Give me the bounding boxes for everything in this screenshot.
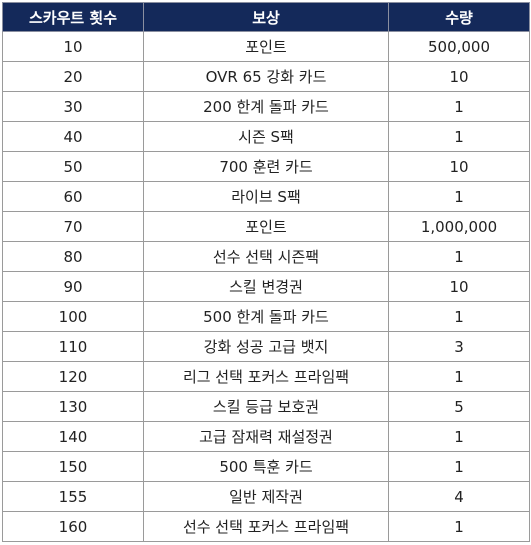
quantity-cell: 10 <box>388 271 530 302</box>
quantity-cell: 10 <box>388 151 530 182</box>
reward-cell: 스킬 등급 보호권 <box>143 391 389 422</box>
quantity-cell: 1 <box>388 361 530 392</box>
scout-count-cell: 40 <box>2 121 144 152</box>
table-row: 30 200 한계 돌파 카드 1 <box>2 91 530 122</box>
reward-cell: 포인트 <box>143 31 389 62</box>
scout-count-cell: 50 <box>2 151 144 182</box>
table-row: 90 스킬 변경권 10 <box>2 271 530 302</box>
scout-count-cell: 130 <box>2 391 144 422</box>
table-row: 110 강화 성공 고급 뱃지 3 <box>2 331 530 362</box>
quantity-cell: 1 <box>388 241 530 272</box>
scout-count-cell: 140 <box>2 421 144 452</box>
table-row: 155 일반 제작권 4 <box>2 481 530 512</box>
reward-cell: 포인트 <box>143 211 389 242</box>
table-row: 160 선수 선택 포커스 프라임팩 1 <box>2 511 530 542</box>
reward-cell: 700 훈련 카드 <box>143 151 389 182</box>
table-row: 10 포인트 500,000 <box>2 31 530 62</box>
table-row: 50 700 훈련 카드 10 <box>2 151 530 182</box>
quantity-cell: 1 <box>388 451 530 482</box>
table-row: 150 500 특훈 카드 1 <box>2 451 530 482</box>
table-row: 80 선수 선택 시즌팩 1 <box>2 241 530 272</box>
reward-cell: 스킬 변경권 <box>143 271 389 302</box>
quantity-cell: 1 <box>388 91 530 122</box>
quantity-cell: 1 <box>388 511 530 542</box>
quantity-cell: 1 <box>388 121 530 152</box>
scout-count-cell: 30 <box>2 91 144 122</box>
reward-cell: 일반 제작권 <box>143 481 389 512</box>
table-row: 40 시즌 S팩 1 <box>2 121 530 152</box>
header-reward: 보상 <box>143 2 389 32</box>
reward-cell: 200 한계 돌파 카드 <box>143 91 389 122</box>
reward-cell: 500 특훈 카드 <box>143 451 389 482</box>
quantity-cell: 1 <box>388 301 530 332</box>
scout-count-cell: 160 <box>2 511 144 542</box>
reward-cell: 고급 잠재력 재설정권 <box>143 421 389 452</box>
reward-cell: OVR 65 강화 카드 <box>143 61 389 92</box>
scout-count-cell: 80 <box>2 241 144 272</box>
quantity-cell: 500,000 <box>388 31 530 62</box>
quantity-cell: 1 <box>388 181 530 212</box>
reward-cell: 시즌 S팩 <box>143 121 389 152</box>
scout-count-cell: 150 <box>2 451 144 482</box>
reward-cell: 500 한계 돌파 카드 <box>143 301 389 332</box>
quantity-cell: 1 <box>388 421 530 452</box>
quantity-cell: 4 <box>388 481 530 512</box>
quantity-cell: 1,000,000 <box>388 211 530 242</box>
header-quantity: 수량 <box>388 2 530 32</box>
header-row: 스카우트 횟수 보상 수량 <box>2 2 530 32</box>
scout-count-cell: 20 <box>2 61 144 92</box>
header-scout-count: 스카우트 횟수 <box>2 2 144 32</box>
scout-count-cell: 100 <box>2 301 144 332</box>
table-row: 140 고급 잠재력 재설정권 1 <box>2 421 530 452</box>
quantity-cell: 3 <box>388 331 530 362</box>
reward-cell: 라이브 S팩 <box>143 181 389 212</box>
scout-count-cell: 120 <box>2 361 144 392</box>
scout-count-cell: 10 <box>2 31 144 62</box>
reward-cell: 선수 선택 시즌팩 <box>143 241 389 272</box>
quantity-cell: 5 <box>388 391 530 422</box>
scout-count-cell: 155 <box>2 481 144 512</box>
scout-count-cell: 60 <box>2 181 144 212</box>
scout-count-cell: 110 <box>2 331 144 362</box>
table-row: 120 리그 선택 포커스 프라임팩 1 <box>2 361 530 392</box>
reward-cell: 리그 선택 포커스 프라임팩 <box>143 361 389 392</box>
table-row: 100 500 한계 돌파 카드 1 <box>2 301 530 332</box>
reward-cell: 선수 선택 포커스 프라임팩 <box>143 511 389 542</box>
table-row: 70 포인트 1,000,000 <box>2 211 530 242</box>
table-row: 60 라이브 S팩 1 <box>2 181 530 212</box>
scout-count-cell: 70 <box>2 211 144 242</box>
table-row: 20 OVR 65 강화 카드 10 <box>2 61 530 92</box>
quantity-cell: 10 <box>388 61 530 92</box>
table-row: 130 스킬 등급 보호권 5 <box>2 391 530 422</box>
scout-count-cell: 90 <box>2 271 144 302</box>
reward-cell: 강화 성공 고급 뱃지 <box>143 331 389 362</box>
